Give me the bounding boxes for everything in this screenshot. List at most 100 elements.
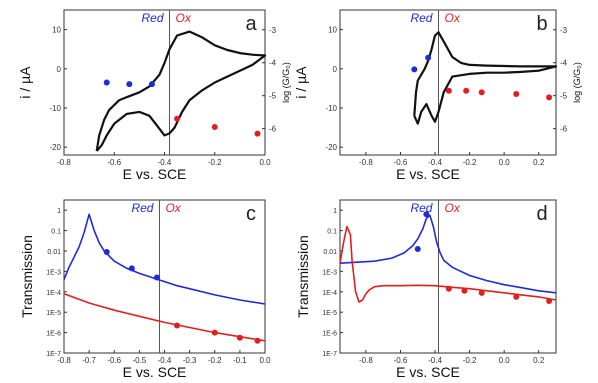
panel-a-cv-curve	[95, 30, 267, 152]
panel-b-x-tick-label: -0.6	[394, 158, 408, 167]
panel-d-ox-point	[461, 287, 468, 294]
panel-b-y2-tick-label: -5	[560, 92, 568, 101]
panel-c-ox-state-curve	[63, 293, 266, 342]
panel-a-y2-axis-label: log (G/G₀)	[281, 62, 291, 103]
panel-b-y-axis-label: i / µA	[293, 66, 309, 99]
panel-d-x-tick-label: -0.4	[428, 356, 442, 365]
panel-a-red-point	[126, 81, 133, 88]
panel-c-y-tick-label: 0.1	[51, 229, 61, 236]
panel-c-letter: c	[246, 203, 256, 225]
panel-a-y2-tick-label: -3	[269, 26, 277, 35]
panel-c-x-tick-label: -0.2	[208, 356, 222, 365]
panel-d-region-red-label: Red	[410, 201, 432, 215]
panel-c-red-point	[153, 274, 160, 281]
panel-c-x-tick-label: -0.5	[132, 356, 146, 365]
panel-a-frame	[63, 9, 266, 156]
panel-c-y-tick-label: 1E-6	[46, 331, 61, 338]
panel-d-ox-point	[513, 293, 520, 300]
panel-c-red-point	[103, 249, 110, 256]
panel-b-y-tick-label: -10	[325, 104, 337, 113]
panel-a-letter: a	[245, 13, 257, 35]
panel-b-cv-curve	[413, 31, 558, 125]
panel-d-x-tick-label: -0.6	[394, 356, 408, 365]
panel-d-ox-point	[478, 289, 485, 296]
panel-b-x-tick-label: -0.2	[463, 158, 477, 167]
panel-b-red-point	[425, 54, 432, 61]
panel-d-ox-state-curve	[339, 225, 557, 303]
panel-b-x-axis-label: E vs. SCE	[396, 166, 460, 182]
panel-c-red-state-curve	[63, 213, 266, 305]
panel-a-ox-point	[254, 130, 261, 137]
panel-c-y-tick-label: 1E-5	[46, 310, 61, 317]
panel-b-ox-point	[513, 91, 520, 98]
panel-b-x-tick-label: -0.4	[428, 158, 442, 167]
panel-a-x-axis-label: E vs. SCE	[123, 166, 187, 182]
panel-c-x-tick-label: -0.8	[57, 356, 71, 365]
panel-d-y-tick-label: 1E-6	[322, 331, 337, 338]
panel-a-y-tick-label: 0	[57, 65, 62, 74]
panel-b-y2-tick-label: -6	[560, 125, 568, 134]
panel-b-ox-point	[546, 94, 553, 101]
panel-d-y-tick-label: 1E-7	[322, 351, 337, 358]
panel-c-y-axis-label: Transmission	[19, 235, 35, 318]
panel-c-ox-point	[211, 329, 218, 336]
panel-c-y-tick-label: 1E-4	[46, 290, 61, 297]
panel-c-region-ox-label: Ox	[165, 201, 181, 215]
panel-d-red-state-curve	[339, 214, 557, 294]
panel-a-x-tick-label: -0.2	[208, 158, 222, 167]
panel-b-y2-axis-label: log (G/G₀)	[572, 62, 582, 103]
panel-c-y-tick-label: 1E-7	[46, 351, 61, 358]
panel-c-ox-point	[236, 334, 243, 341]
panel-a-y-tick-label: -20	[49, 143, 61, 152]
panel-a-y2-tick-label: -4	[269, 59, 277, 68]
panel-b-region-ox-label: Ox	[444, 11, 460, 25]
panel-a-y-axis-label: i / µA	[17, 66, 33, 99]
panel-d-y-axis-label: Transmission	[295, 235, 311, 318]
panel-a-x-tick-label: -0.8	[57, 158, 71, 167]
panel-d-red-point	[423, 211, 430, 218]
panel-b-letter: b	[536, 13, 547, 35]
panel-b-red-point	[411, 66, 418, 73]
panel-a-y-tick-label: -10	[49, 104, 61, 113]
panel-a-region-red-label: Red	[142, 11, 164, 25]
panel-b-y2-tick-label: -4	[560, 59, 568, 68]
panel-c-y-tick-label: 1	[57, 208, 61, 215]
panel-d-x-axis-label: E vs. SCE	[396, 364, 460, 380]
panel-c-ox-point	[174, 322, 181, 329]
panel-a-x-tick-label: -0.4	[158, 158, 172, 167]
panel-b-y2-tick-label: -3	[560, 26, 568, 35]
panel-b-x-tick-label: 0.2	[533, 158, 545, 167]
panel-d-x-tick-label: 0.2	[533, 356, 545, 365]
panel-b-y-tick-label: 0	[333, 65, 338, 74]
panel-c-y-tick-label: 1E-3	[46, 269, 61, 276]
panel-b-y-tick-label: 10	[328, 26, 337, 35]
panel-d-frame	[339, 199, 557, 354]
panel-b-ox-point	[445, 87, 452, 94]
panel-a-y2-tick-label: -5	[269, 92, 277, 101]
panel-d-y-tick-label: 1	[333, 208, 337, 215]
panel-b-region-red-label: Red	[410, 11, 432, 25]
panel-d-x-tick-label: -0.8	[359, 356, 373, 365]
panel-d-y-tick-label: 1E-4	[322, 290, 337, 297]
panel-c-y-tick-label: 0.01	[47, 249, 61, 256]
panel-b-ox-point	[478, 89, 485, 96]
panel-d-ox-point	[546, 297, 553, 304]
panel-c-x-tick-label: -0.4	[158, 356, 172, 365]
panel-d-region-ox-label: Ox	[444, 201, 460, 215]
panel-a-red-point	[103, 79, 110, 86]
panel-d-letter: d	[536, 203, 547, 225]
panel-a-ox-point	[211, 123, 218, 130]
panel-c-x-tick-label: -0.6	[107, 356, 121, 365]
panel-c-red-point	[128, 265, 135, 272]
panel-c-x-axis-label: E vs. SCE	[123, 364, 187, 380]
panel-a-y-tick-label: 10	[52, 26, 61, 35]
panel-d-y-tick-label: 0.01	[323, 249, 337, 256]
panel-a-ox-point	[174, 115, 181, 122]
panel-c-x-tick-label: -0.1	[233, 356, 247, 365]
panel-a-x-tick-label: -0.6	[107, 158, 121, 167]
panel-c-frame	[63, 199, 266, 354]
panel-c-x-tick-label: 0.0	[259, 356, 271, 365]
panel-c-ox-point	[254, 337, 261, 344]
panel-b-x-tick-label: -0.8	[359, 158, 373, 167]
panel-d-x-tick-label: -0.2	[463, 356, 477, 365]
